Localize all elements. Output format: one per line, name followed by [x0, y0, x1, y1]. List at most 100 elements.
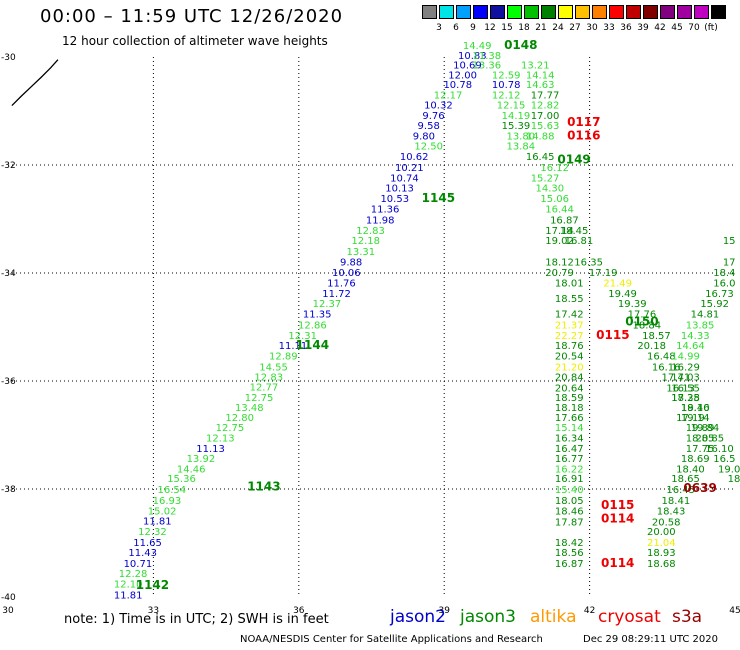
wave-height-label: 13.85 [686, 320, 715, 331]
wave-height-label: 20.79 [545, 268, 574, 279]
scale-label: 12 [484, 23, 496, 33]
legend-altika: altika [530, 607, 577, 627]
wave-height-label: 12.59 [492, 70, 521, 81]
wave-height-label: 18.41 [662, 496, 691, 507]
wave-height-label: 17.75 [686, 444, 715, 455]
wave-height-label: 9.88 [340, 258, 362, 269]
wave-height-label: 12.77 [250, 382, 279, 393]
scale-swatch [439, 5, 455, 19]
wave-height-label: 10.71 [124, 559, 153, 570]
wave-height-label: 18 [728, 474, 740, 485]
wave-height-label: 19.02 [545, 236, 574, 247]
wave-height-label: 13.48 [235, 403, 264, 414]
scale-label: 9 [470, 23, 476, 33]
wave-height-label: 18.69 [681, 454, 710, 465]
scale-swatch [660, 5, 676, 19]
pass-time-label: 0639 [683, 481, 716, 495]
wave-height-label: 13.21 [521, 61, 550, 72]
scale-swatch [558, 5, 574, 19]
scale-label: 45 [671, 23, 683, 33]
wave-height-label: 14.30 [536, 184, 565, 195]
wave-height-label: 16.44 [545, 205, 574, 216]
wave-height-label: 16.81 [565, 236, 594, 247]
wave-height-label: 11.38 [473, 51, 502, 62]
wave-height-label: 10.62 [400, 152, 429, 163]
wave-height-label: 17.87 [555, 517, 584, 528]
wave-height-label: 14.49 [463, 41, 492, 52]
pass-time-label: 0115 [596, 328, 629, 342]
wave-height-label: 16.54 [157, 485, 186, 496]
wave-height-label: 20.84 [555, 373, 584, 384]
wave-height-label: 14.55 [259, 362, 288, 373]
wave-height-label: 18.05 [555, 496, 584, 507]
wave-height-label: 18.85 [686, 434, 715, 445]
wave-height-label: 19.0 [718, 464, 740, 475]
wave-height-label: 12.75 [216, 423, 245, 434]
wave-height-label: 13.92 [187, 454, 216, 465]
scale-label: 70 [688, 23, 700, 33]
wave-height-label: 14.81 [691, 310, 720, 321]
wave-height-label: 17.00 [531, 111, 560, 122]
wave-height-label: 13.80 [506, 131, 535, 142]
wave-height-label: 10.13 [385, 184, 414, 195]
wave-height-label: 17.41 [662, 373, 691, 384]
wave-height-label: 10.53 [380, 194, 409, 205]
wave-height-label: 14.14 [526, 70, 555, 81]
y-tick-label: -34 [1, 269, 16, 279]
wave-height-label: 20.00 [647, 527, 676, 538]
wave-height-label: 17.66 [555, 413, 584, 424]
scale-label: 6 [453, 23, 459, 33]
scale-swatch [626, 5, 642, 19]
wave-height-label: 20.54 [555, 352, 584, 363]
wave-height-label: 14.33 [681, 331, 710, 342]
scale-swatch [507, 5, 523, 19]
wave-height-label: 10.32 [424, 101, 453, 112]
wave-height-label: 18.93 [647, 548, 676, 559]
wave-height-label: 17.14 [545, 226, 574, 237]
wave-height-label: 16.0 [713, 279, 735, 290]
wave-height-label: 18.59 [555, 393, 584, 404]
wave-height-label: 15.02 [148, 507, 177, 518]
x-tick-label: 39 [438, 606, 450, 616]
coastline [11, 59, 59, 107]
wave-height-label: 18.68 [647, 559, 676, 570]
wave-height-label: 12.28 [119, 569, 148, 580]
wave-height-label: 10.78 [492, 80, 521, 91]
wave-height-label: 12.18 [351, 236, 380, 247]
scale-label: (ft) [704, 23, 718, 33]
scale-label: 33 [603, 23, 615, 33]
wave-height-label: 18.42 [555, 538, 584, 549]
wave-height-label: 18.84 [632, 320, 661, 331]
wave-height-label: 18.25 [671, 393, 700, 404]
scale-label: 30 [586, 23, 598, 33]
wave-height-label: 11.65 [133, 538, 162, 549]
y-tick-label: -38 [1, 485, 16, 495]
pass-time-label: 0148 [504, 38, 537, 52]
wave-height-label: 10.69 [453, 61, 482, 72]
scale-label: 42 [654, 23, 666, 33]
wave-height-label: 16.35 [574, 258, 603, 269]
wave-height-label: 16.87 [555, 559, 584, 570]
wave-height-label: 12.32 [138, 527, 167, 538]
pass-time-label: 0115 [601, 498, 634, 512]
wave-height-label: 14.63 [526, 80, 555, 91]
wave-height-label: 13.84 [506, 142, 535, 153]
scale-swatch [456, 5, 472, 19]
wave-height-label: 17.19 [676, 413, 705, 424]
y-tick-label: -36 [1, 377, 16, 387]
scale-label: 3 [436, 23, 442, 33]
wave-height-label: 10.74 [390, 173, 419, 184]
scale-swatch [677, 5, 693, 19]
pass-time-label: 1145 [422, 191, 455, 205]
wave-height-label: 18.40 [676, 464, 705, 475]
wave-height-label: 17 [723, 258, 736, 269]
wave-height-label: 21.04 [647, 538, 676, 549]
wave-height-label: 19.89 [686, 423, 715, 434]
wave-height-label: 20.18 [637, 341, 666, 352]
chart-title: 00:00 – 11:59 UTC 12/26/2020 [40, 6, 344, 27]
wave-height-label: 15.39 [502, 121, 531, 132]
wave-height-label: 11.72 [322, 289, 351, 300]
wave-height-label: 16.12 [540, 163, 569, 174]
wave-height-label: 18.65 [671, 474, 700, 485]
wave-height-label: 16.47 [555, 444, 584, 455]
